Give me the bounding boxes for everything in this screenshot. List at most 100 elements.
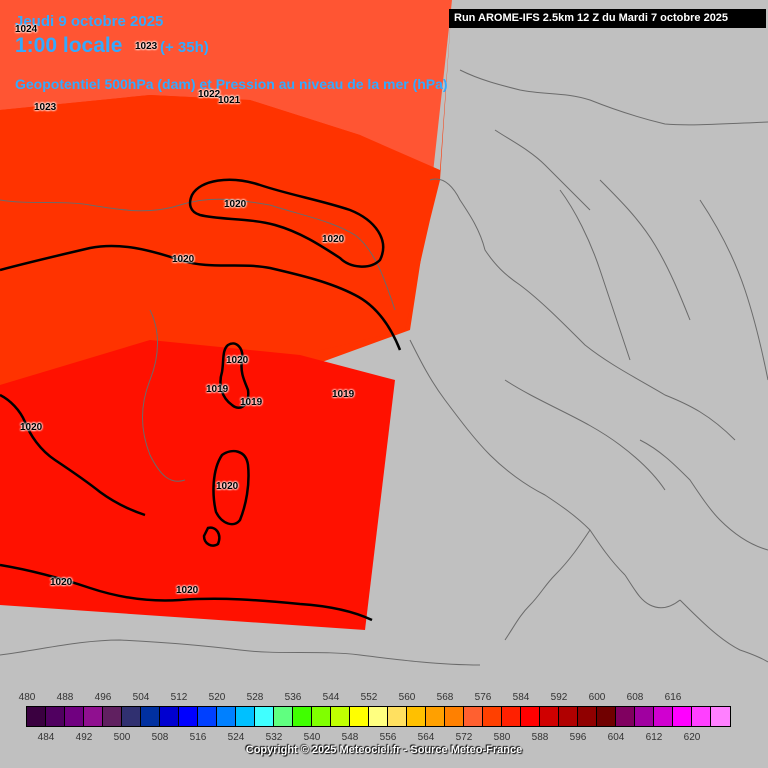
legend-swatch xyxy=(198,707,217,726)
legend-bottom-label: 524 xyxy=(227,732,245,743)
legend-top-label: 480 xyxy=(18,692,36,703)
legend-swatch xyxy=(502,707,521,726)
legend-swatch xyxy=(255,707,274,726)
legend-swatch xyxy=(654,707,673,726)
legend-bottom-label: 588 xyxy=(531,732,549,743)
isobar-label: 1019 xyxy=(240,397,263,408)
island-isobars xyxy=(202,342,250,547)
isobar-label: 1023 xyxy=(135,41,158,52)
legend-swatch xyxy=(46,707,65,726)
forecast-local-time: 1:00 locale xyxy=(15,34,123,57)
legend-top-label: 600 xyxy=(588,692,606,703)
forecast-date: Jeudi 9 octobre 2025 xyxy=(15,13,164,30)
isobar-label: 1023 xyxy=(34,102,57,113)
legend-bottom-label: 612 xyxy=(645,732,663,743)
legend-bottom-label: 620 xyxy=(683,732,701,743)
isobar-label: 1024 xyxy=(15,24,38,35)
isobar-label: 1020 xyxy=(216,481,239,492)
legend-bottom-label: 604 xyxy=(607,732,625,743)
legend-swatch xyxy=(616,707,635,726)
isobar-label: 1020 xyxy=(226,355,249,366)
legend-top-label: 512 xyxy=(170,692,188,703)
legend-color-bar xyxy=(26,706,731,727)
legend-swatch xyxy=(540,707,559,726)
legend-swatch xyxy=(578,707,597,726)
legend-top-label: 504 xyxy=(132,692,150,703)
legend-swatch xyxy=(388,707,407,726)
legend-top-label: 488 xyxy=(56,692,74,703)
legend-swatch xyxy=(141,707,160,726)
legend-swatch xyxy=(692,707,711,726)
isobar-label: 1021 xyxy=(218,95,241,106)
legend-bottom-label: 580 xyxy=(493,732,511,743)
legend-swatch xyxy=(274,707,293,726)
isobar-label: 1020 xyxy=(172,254,195,265)
isobar-label: 1020 xyxy=(224,199,247,210)
legend-swatch xyxy=(312,707,331,726)
isobar-label: 1020 xyxy=(176,585,199,596)
legend-top-label: 528 xyxy=(246,692,264,703)
legend-top-label: 520 xyxy=(208,692,226,703)
legend-swatch xyxy=(65,707,84,726)
legend-swatch xyxy=(369,707,388,726)
legend-top-label: 536 xyxy=(284,692,302,703)
coastlines xyxy=(0,69,768,666)
field-band-580b xyxy=(0,95,440,385)
legend-bottom-label: 540 xyxy=(303,732,321,743)
legend-swatch xyxy=(27,707,46,726)
legend-bottom-label: 596 xyxy=(569,732,587,743)
legend-top-label: 496 xyxy=(94,692,112,703)
legend-top-label: 584 xyxy=(512,692,530,703)
legend-top-label: 568 xyxy=(436,692,454,703)
field-description: Geopotentiel 500hPa (dam) et Pression au… xyxy=(15,76,448,92)
legend-top-label: 592 xyxy=(550,692,568,703)
isobar-label: 1020 xyxy=(322,234,345,245)
legend-top-label: 560 xyxy=(398,692,416,703)
legend-bottom-label: 508 xyxy=(151,732,169,743)
legend-bottom-label: 556 xyxy=(379,732,397,743)
legend-top-label: 544 xyxy=(322,692,340,703)
legend-bottom-label: 500 xyxy=(113,732,131,743)
legend-swatch xyxy=(179,707,198,726)
legend-swatch xyxy=(673,707,692,726)
isobar-contours xyxy=(0,178,402,622)
legend-swatch xyxy=(635,707,654,726)
legend-swatch xyxy=(236,707,255,726)
legend-swatch xyxy=(160,707,179,726)
legend-swatch xyxy=(445,707,464,726)
legend-swatch xyxy=(559,707,578,726)
legend-bottom-label: 572 xyxy=(455,732,473,743)
legend-top-label: 608 xyxy=(626,692,644,703)
legend-swatch xyxy=(464,707,483,726)
legend-swatch xyxy=(597,707,616,726)
legend-swatch xyxy=(483,707,502,726)
legend-bottom-label: 492 xyxy=(75,732,93,743)
isobar-label: 1022 xyxy=(198,89,221,100)
legend-swatch xyxy=(426,707,445,726)
field-band-584 xyxy=(0,340,395,630)
legend-bottom-label: 516 xyxy=(189,732,207,743)
legend-swatch xyxy=(103,707,122,726)
legend-bottom-label: 548 xyxy=(341,732,359,743)
legend-top-label: 616 xyxy=(664,692,682,703)
legend-swatch xyxy=(217,707,236,726)
legend-top-label: 576 xyxy=(474,692,492,703)
legend-swatch xyxy=(350,707,369,726)
legend-swatch xyxy=(521,707,540,726)
isobar-label: 1020 xyxy=(20,422,43,433)
legend-swatch xyxy=(84,707,103,726)
isobar-label: 1019 xyxy=(332,389,355,400)
copyright-notice: Copyright © 2025 Meteociel.fr - Source M… xyxy=(245,744,523,756)
legend-swatch xyxy=(122,707,141,726)
legend-swatch xyxy=(711,707,730,726)
legend-bottom-label: 564 xyxy=(417,732,435,743)
legend-swatch xyxy=(407,707,426,726)
legend-bottom-label: 484 xyxy=(37,732,55,743)
isobar-label: 1019 xyxy=(206,384,229,395)
legend-swatch xyxy=(331,707,350,726)
legend-bottom-label: 532 xyxy=(265,732,283,743)
model-run-banner: Run AROME-IFS 2.5km 12 Z du Mardi 7 octo… xyxy=(449,9,766,28)
isobar-label: 1020 xyxy=(50,577,73,588)
forecast-offset: (+ 35h) xyxy=(160,39,209,56)
